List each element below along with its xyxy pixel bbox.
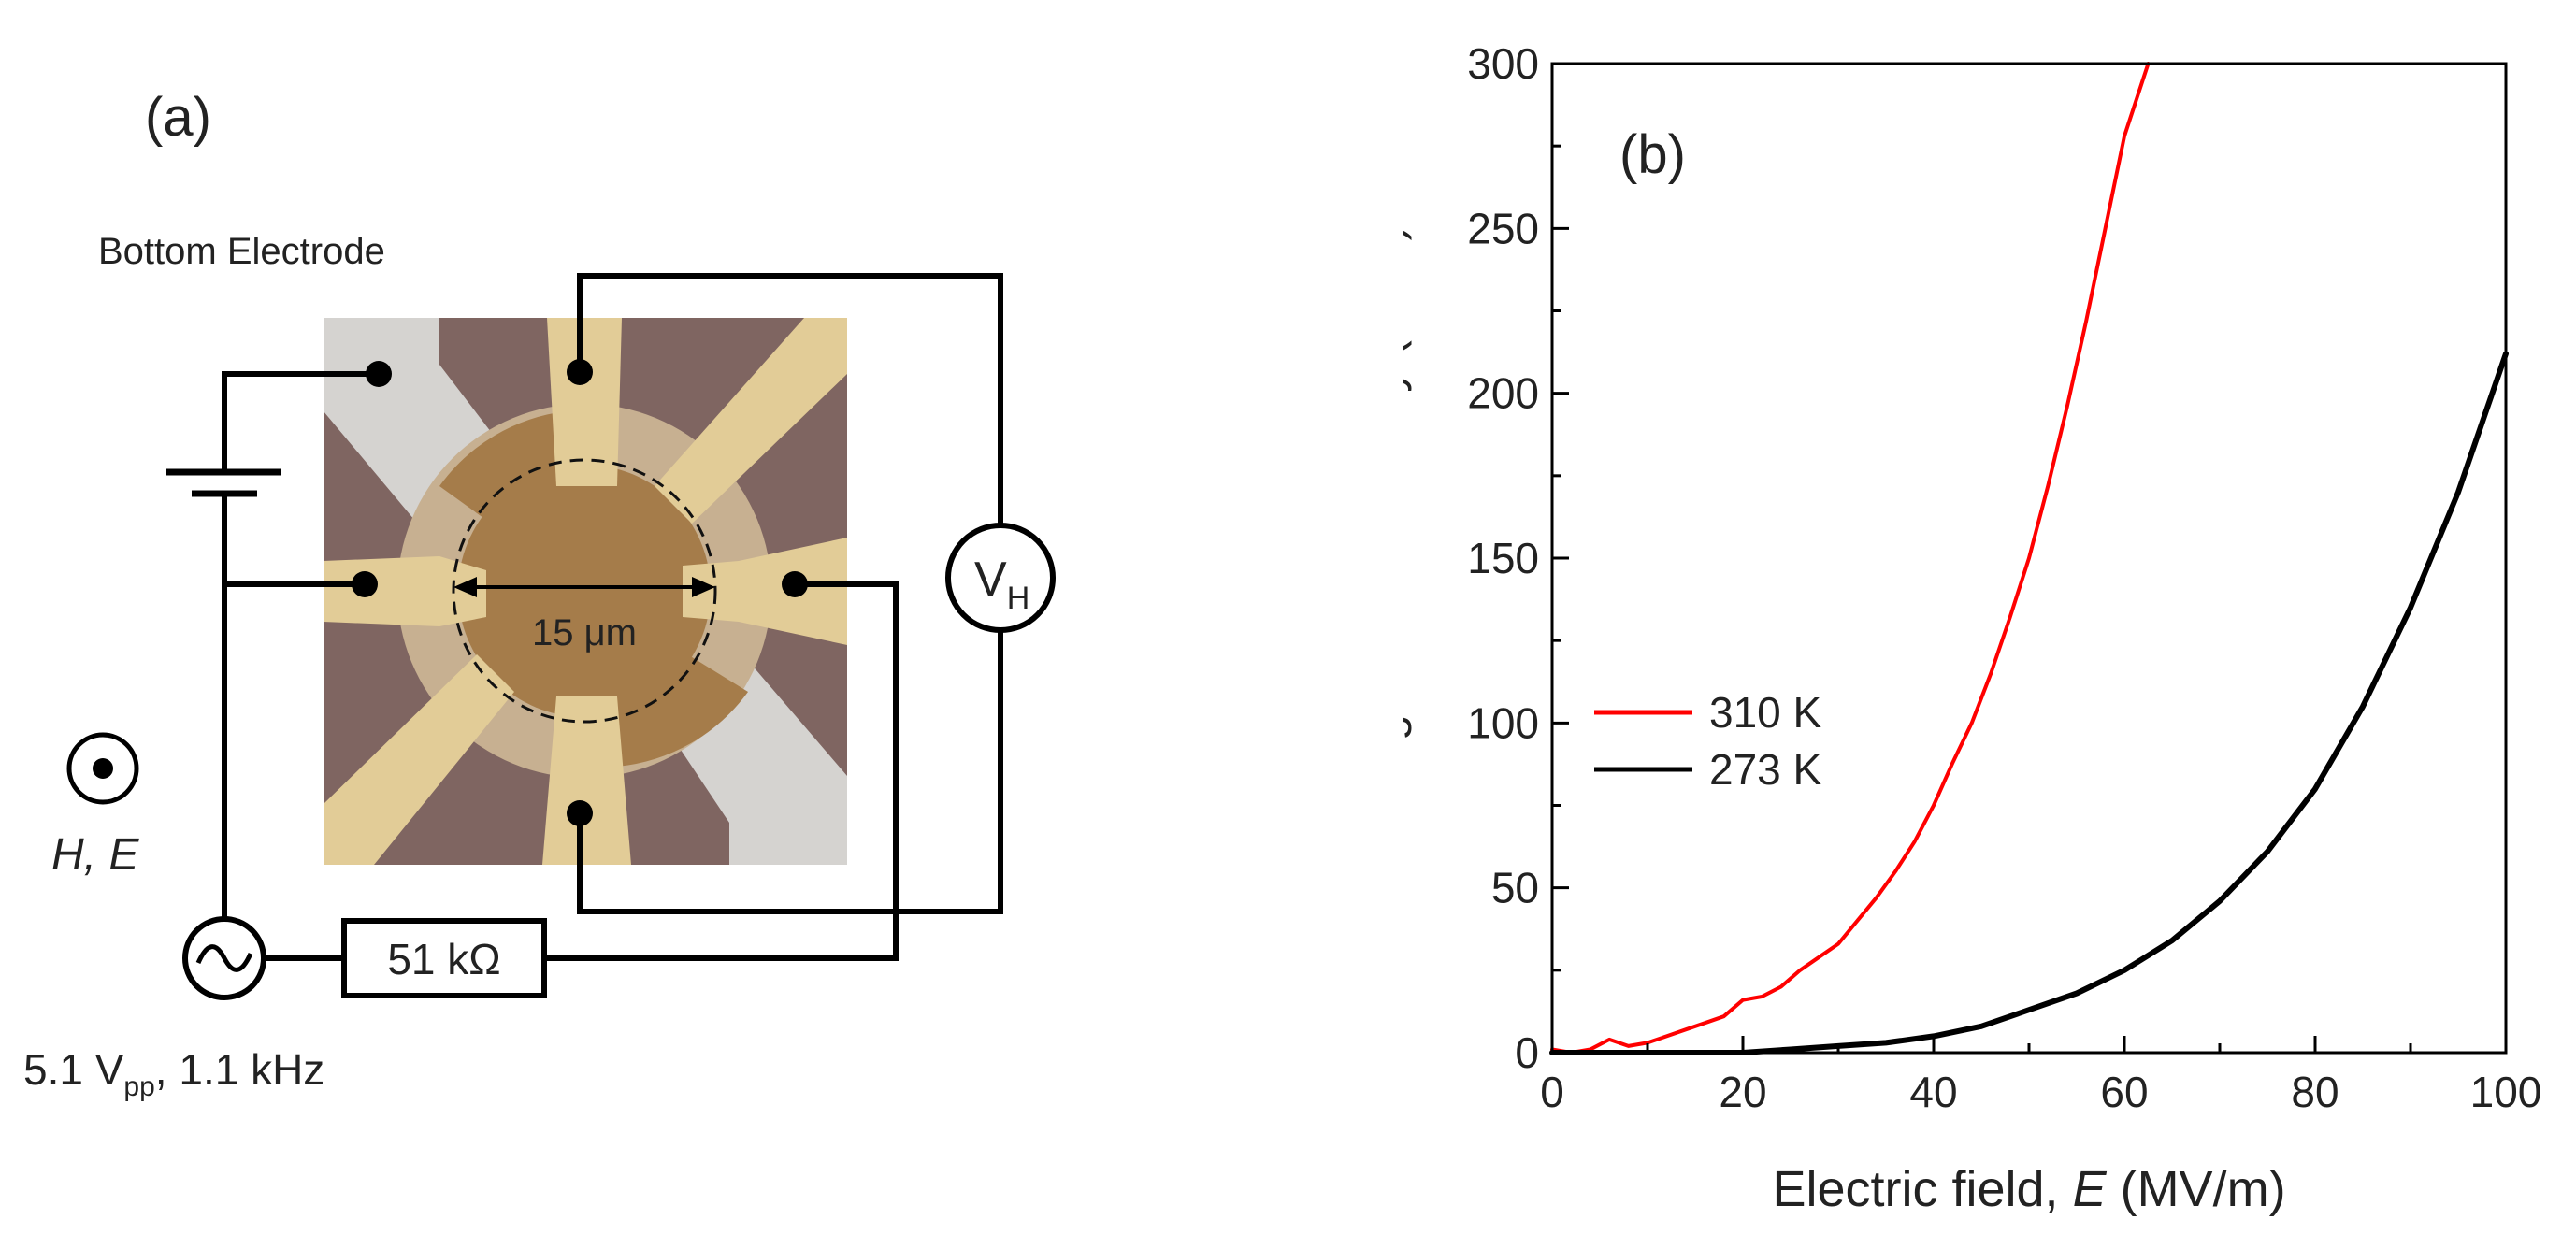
- y-tick-label: 50: [1491, 864, 1539, 912]
- y-tick-label: 150: [1467, 534, 1539, 582]
- y-axis-label-prefix: Leackage current density (A/m: [1403, 257, 1412, 891]
- y-tick-label: 0: [1515, 1028, 1539, 1077]
- contact-dot-upper-left: [366, 361, 392, 387]
- source-frequency: , 1.1 kHz: [155, 1045, 325, 1094]
- voltmeter-subscript: H: [1007, 581, 1030, 616]
- x-tick-label: 60: [2100, 1068, 2148, 1116]
- source-amplitude: 5.1 V: [23, 1045, 124, 1094]
- source-label: 5.1 Vpp, 1.1 kHz: [23, 1045, 324, 1102]
- series-line-273k: [1549, 351, 2509, 1055]
- y-tick-label: 250: [1467, 204, 1539, 252]
- leakage-current-chart: 0 20 40 60 80 100 0 50 100 150 200 250 300 (b) 310 K…: [1403, 39, 2541, 1217]
- source-subscript: pp: [123, 1071, 154, 1102]
- series-layer: [1549, 62, 2509, 1055]
- x-axis-label-symbol: E: [2073, 1161, 2108, 1217]
- x-axis-label: Electric field, E (MV/m): [1772, 1161, 2285, 1217]
- ac-wave-icon: [195, 944, 253, 972]
- y-axis-label: Leackage current density (A/m2): [1403, 225, 1412, 892]
- resistor-box: [341, 918, 547, 998]
- gold-strip-lower-left: [324, 654, 514, 865]
- y-tick-label: 200: [1467, 369, 1539, 418]
- circuit-wires: [222, 273, 1003, 961]
- voltmeter-label: VH: [974, 553, 1029, 616]
- x-axis-label-suffix: (MV/m): [2107, 1161, 2286, 1217]
- legend: 310 K 273 K: [1594, 688, 1822, 794]
- voltmeter-icon: [945, 523, 1056, 633]
- y-tick-label: 300: [1467, 39, 1539, 88]
- tick-layer: 0 20 40 60 80 100 0 50 100 150 200 250 300: [1467, 39, 2541, 1116]
- y-axis-label-suffix: ): [1403, 225, 1412, 241]
- voltmeter-symbol: V: [974, 553, 1007, 607]
- x-tick-label: 40: [1909, 1068, 1957, 1116]
- scale-arrowhead-left: [453, 577, 477, 597]
- measurement-circle: [452, 458, 717, 724]
- out-of-plane-field-dot: [93, 758, 113, 779]
- gold-arm-top: [547, 318, 622, 486]
- wire-resistor-to-right-contact: [541, 581, 899, 961]
- panel-a-label: (a): [145, 87, 211, 148]
- gold-arm-bottom: [542, 696, 631, 865]
- center-pad: [458, 465, 711, 717]
- circuit-schematic: (a) Bottom Electrode 15 μm: [23, 87, 1056, 1102]
- scale-label: 15 μm: [532, 612, 637, 653]
- gold-arm-right: [683, 538, 847, 645]
- legend-label-273k: 273 K: [1709, 745, 1822, 794]
- scale-arrowhead-right: [692, 577, 715, 597]
- wire-electrode-to-battery: [222, 371, 381, 475]
- bottom-electrode-label: Bottom Electrode: [98, 231, 385, 272]
- legend-label-310k: 310 K: [1709, 688, 1822, 737]
- x-tick-label: 100: [2470, 1068, 2542, 1116]
- contact-dot-bottom: [567, 800, 593, 826]
- gold-arm-left: [324, 556, 486, 626]
- panel-b-label: (b): [1619, 124, 1686, 185]
- x-axis-label-prefix: Electric field,: [1772, 1161, 2072, 1217]
- gold-strip-upper-right: [655, 318, 847, 524]
- field-direction-label: H, E: [51, 830, 139, 880]
- resistor-label: 51 kΩ: [387, 935, 500, 983]
- wire-voltmeter-to-bottom: [577, 626, 1003, 914]
- contact-dot-right: [782, 571, 808, 597]
- device-micrograph: [324, 318, 847, 865]
- x-tick-label: 20: [1719, 1068, 1766, 1116]
- wire-top-to-voltmeter: [577, 273, 1003, 529]
- contact-dot-left: [352, 571, 378, 597]
- series-line-310k: [1550, 62, 2151, 1055]
- x-tick-label: 0: [1540, 1068, 1564, 1116]
- contact-dot-top: [567, 359, 593, 385]
- y-tick-label: 100: [1467, 698, 1539, 747]
- x-tick-label: 80: [2291, 1068, 2339, 1116]
